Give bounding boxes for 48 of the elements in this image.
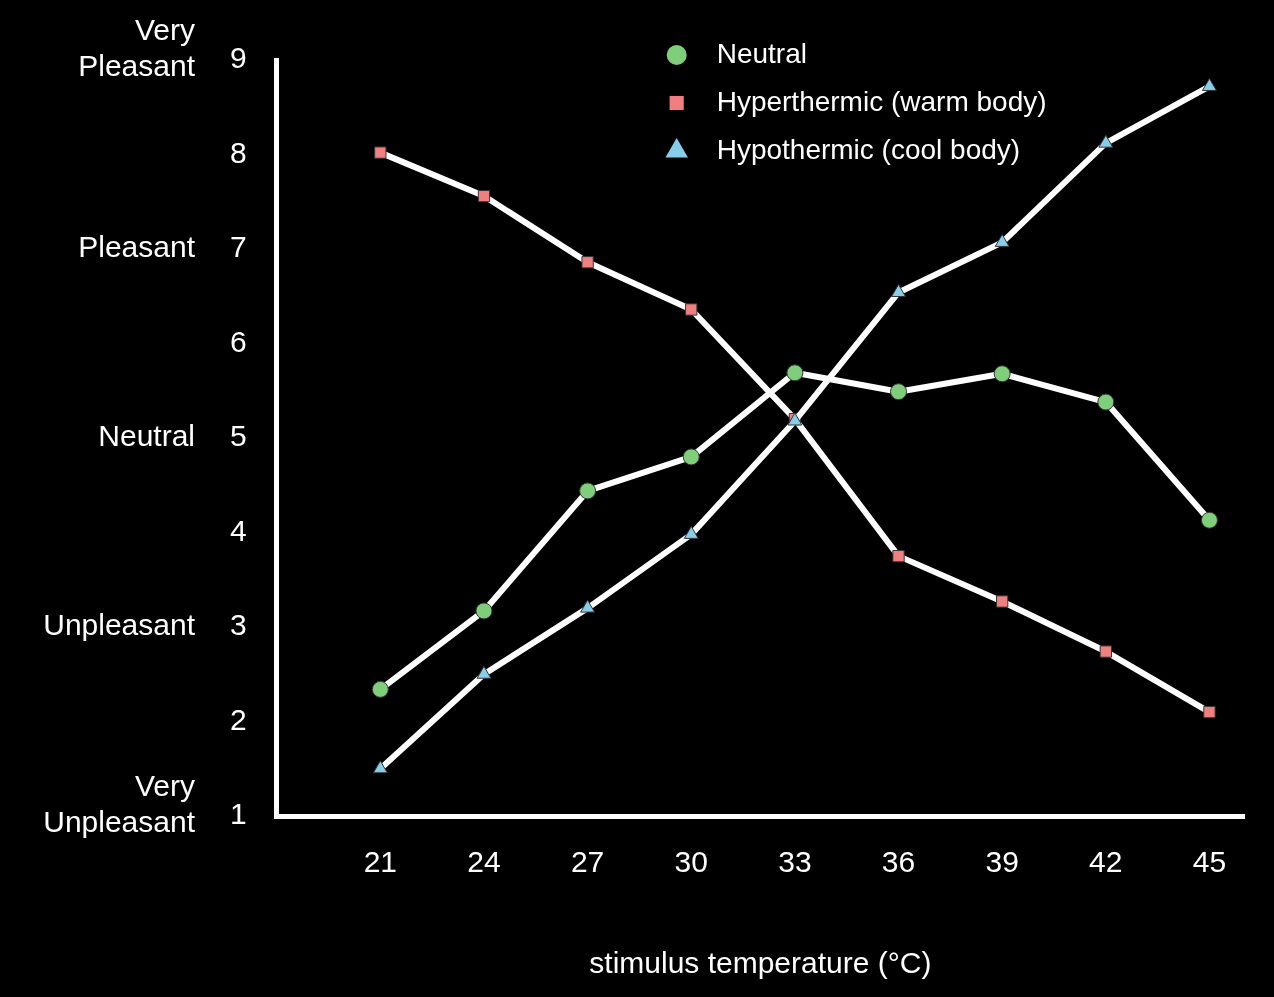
legend-label: Neutral: [716, 37, 807, 69]
y-tick-label: 8: [230, 135, 247, 169]
y-tick-label: 3: [230, 608, 247, 642]
point: [682, 448, 700, 466]
point: [890, 383, 908, 401]
point: [371, 680, 389, 698]
y-tick-label: 6: [230, 324, 247, 358]
x-tick-label: 24: [467, 845, 501, 879]
text: Very Unpleasant: [43, 769, 196, 839]
point: [476, 665, 492, 679]
y-tick-label: 7: [230, 230, 247, 264]
y-tick-label: 5: [230, 419, 247, 453]
y-tick-label: 9: [230, 41, 247, 75]
point: [685, 303, 698, 316]
point: [1099, 645, 1112, 658]
point: [892, 549, 905, 563]
point: [372, 760, 388, 774]
point: [579, 482, 597, 500]
point: [683, 525, 699, 539]
x-tick-label: 45: [1192, 845, 1227, 879]
x-tick-label: 27: [570, 845, 605, 879]
point: [581, 256, 594, 269]
point: [1200, 511, 1218, 529]
x-tick-label: 30: [674, 845, 708, 879]
x-tick-label: 21: [363, 845, 398, 879]
legend-label: Hyperthermic (warm body): [716, 85, 1047, 117]
text: Pleasant: [78, 230, 196, 264]
point: [1203, 705, 1216, 719]
legend-label: Hypothermic (cool body): [716, 133, 1021, 165]
point: [1097, 393, 1115, 411]
y-tick-label: 4: [230, 513, 247, 547]
text: Unpleasant: [43, 608, 196, 642]
x-axis-title: stimulus temperature (°C): [589, 946, 932, 980]
x-tick-label: 42: [1089, 845, 1123, 879]
y-tick-label: 2: [230, 702, 247, 736]
x-tick-label: 33: [778, 845, 812, 879]
point: [475, 602, 493, 620]
point: [993, 365, 1011, 383]
text: Very Pleasant: [78, 13, 196, 83]
point: [996, 595, 1009, 608]
point: [786, 364, 804, 382]
x-tick-label: 36: [881, 845, 916, 879]
x-tick-label: 39: [985, 845, 1019, 879]
text: Neutral: [98, 419, 195, 453]
point: [580, 599, 596, 613]
point: [374, 146, 387, 159]
y-tick-label: 1: [230, 797, 247, 831]
point: [477, 189, 491, 203]
